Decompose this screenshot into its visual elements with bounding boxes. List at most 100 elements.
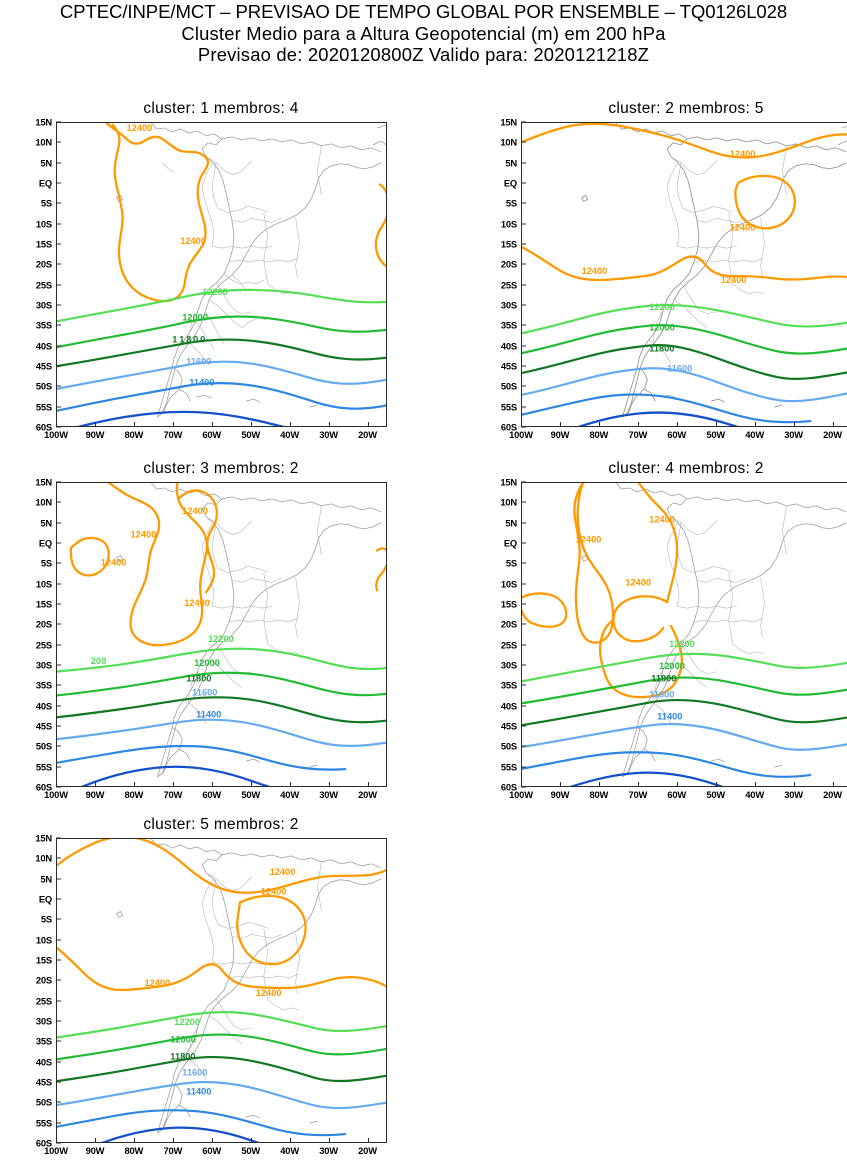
title-line-model: CPTEC/INPE/MCT – PREVISAO DE TEMPO GLOBA… [59, 1, 788, 22]
y-tick-mark [56, 837, 61, 839]
plot-area-cluster-3[interactable]: 12400 12400 12400 12400 12200 200 12000 … [56, 482, 387, 787]
x-tick-label: 80W [124, 1145, 144, 1156]
plot-area-cluster-2[interactable]: 12400 12400 12400 12400 12200 12000 1180… [521, 122, 847, 427]
y-tick-mark [56, 304, 61, 306]
y-tick-label: 5N [40, 516, 52, 528]
y-tick-mark [521, 162, 526, 164]
contour-label-12200: 12200 [669, 639, 695, 649]
x-tick-mark [521, 782, 522, 787]
plot-area-cluster-5[interactable]: 12400 12400 12400 12400 12200 12000 1180… [56, 838, 387, 1143]
y-tick-label: 25S [500, 278, 517, 290]
y-tick-mark [56, 121, 61, 123]
y-tick-label: 10S [500, 217, 517, 229]
contour-label-11600: 11600 [667, 363, 692, 373]
y-tick-mark [56, 918, 61, 920]
y-tick-label: 20S [35, 974, 52, 986]
y-tick-mark [56, 365, 61, 367]
contour-label-12400: 12400 [730, 222, 756, 232]
y-tick-label: 40S [35, 339, 52, 351]
x-tick-label: 40W [280, 1145, 299, 1156]
y-tick-label: 10S [500, 577, 517, 589]
y-tick-mark [521, 745, 526, 747]
x-tick-mark [328, 782, 330, 787]
x-tick-mark [559, 782, 561, 787]
y-tick-mark [521, 705, 526, 707]
y-tick-label: 15N [35, 476, 52, 488]
x-tick-mark [715, 422, 717, 427]
x-tick-mark [793, 782, 795, 787]
y-tick-mark [521, 562, 526, 564]
contour-label-12200: 12200 [202, 287, 228, 297]
x-tick-label: 90W [550, 429, 570, 440]
y-tick-label: 45S [35, 1076, 52, 1088]
x-tick-mark [367, 1138, 369, 1143]
y-tick-label: 15N [35, 832, 52, 844]
x-tick-mark [289, 1138, 291, 1143]
title-line-dates: Previsao de: 2020120800Z Valido para: 20… [197, 44, 650, 65]
y-axis-cluster-2: 15N 10N 5N EQ 5S 10S 15S 20S 25S 30S 35S 40S 45S 50S 5… [500, 117, 847, 432]
y-tick-label: 10N [500, 136, 517, 148]
y-tick-mark [521, 644, 526, 646]
y-tick-label: 15S [500, 238, 517, 250]
x-tick-label: 60W [667, 789, 687, 800]
y-tick-mark [56, 284, 61, 286]
x-tick-label: 90W [85, 789, 105, 800]
y-tick-label: 5N [40, 156, 52, 168]
contour-label-12400: 12400 [625, 577, 651, 587]
y-tick-mark [521, 501, 526, 503]
x-tick-mark [754, 782, 756, 787]
y-tick-label: 45S [500, 720, 517, 732]
y-tick-label: 40S [35, 699, 52, 711]
contour-label-11600: 11600 [182, 1067, 207, 1077]
x-tick-label: 90W [550, 789, 570, 800]
y-tick-mark [56, 426, 61, 428]
x-tick-mark [832, 422, 834, 427]
x-tick-mark [598, 422, 600, 427]
y-tick-mark [56, 1061, 61, 1063]
x-tick-mark [598, 782, 600, 787]
contour-label-12400: 12400 [131, 530, 157, 540]
chart-title-block: CPTEC/INPE/MCT – PREVISAO DE TEMPO GLOBA… [0, 0, 847, 66]
contour-map-cluster-4: 12400 12400 12400 12200 12000 11800 1160… [522, 483, 847, 786]
y-tick-mark [56, 684, 61, 686]
y-tick-mark [56, 1142, 61, 1144]
x-tick-label: 50W [241, 789, 261, 800]
y-axis-cluster-3: 15N 10N 5N EQ 5S 10S 15S 20S 25S 30S 35S 40S 45S 50S 5… [35, 477, 387, 792]
y-tick-mark [521, 766, 526, 768]
y-tick-mark [521, 223, 526, 225]
y-tick-label: 15S [35, 598, 52, 610]
y-tick-mark [521, 324, 526, 326]
y-tick-label: 60S [500, 421, 517, 433]
y-tick-mark [521, 141, 526, 143]
y-tick-mark [56, 1081, 61, 1083]
contour-label-12400: 12400 [144, 978, 170, 988]
y-tick-label: 30S [500, 299, 517, 311]
x-tick-mark [94, 422, 96, 427]
x-tick-label: 80W [589, 789, 609, 800]
contour-label-12000: 12000 [659, 661, 685, 671]
y-tick-label: 10N [35, 496, 52, 508]
y-tick-label: 50S [35, 740, 52, 752]
y-tick-label: 10N [500, 496, 517, 508]
x-tick-mark [637, 422, 639, 427]
y-tick-label: 40S [35, 1055, 52, 1067]
y-tick-mark [521, 385, 526, 387]
y-tick-mark [521, 684, 526, 686]
x-tick-mark [328, 422, 330, 427]
y-tick-mark [56, 481, 61, 483]
panel-title-cluster-2: cluster: 2 membros: 5 [608, 100, 764, 117]
x-tick-label: 70W [628, 429, 648, 440]
y-tick-mark [56, 182, 61, 184]
y-tick-mark [521, 284, 526, 286]
y-axis-cluster-4: 15N 10N 5N EQ 5S 10S 15S 20S 25S 30S 35S 40S 45S 50S 5… [500, 477, 847, 792]
plot-area-cluster-1[interactable]: 12400 12400 12200 12000 11800 11600 1140… [56, 122, 387, 427]
y-tick-label: 50S [35, 1096, 52, 1108]
x-tick-label: 20W [358, 1145, 377, 1156]
y-tick-mark [56, 562, 61, 564]
plot-area-cluster-4[interactable]: 12400 12400 12400 12200 12000 11800 1160… [521, 482, 847, 787]
title-line-variable: Cluster Medio para a Altura Geopotencial… [181, 22, 666, 44]
y-tick-label: 30S [35, 299, 52, 311]
x-tick-mark [133, 1138, 135, 1143]
y-tick-mark [521, 365, 526, 367]
x-tick-label: 30W [319, 789, 338, 800]
